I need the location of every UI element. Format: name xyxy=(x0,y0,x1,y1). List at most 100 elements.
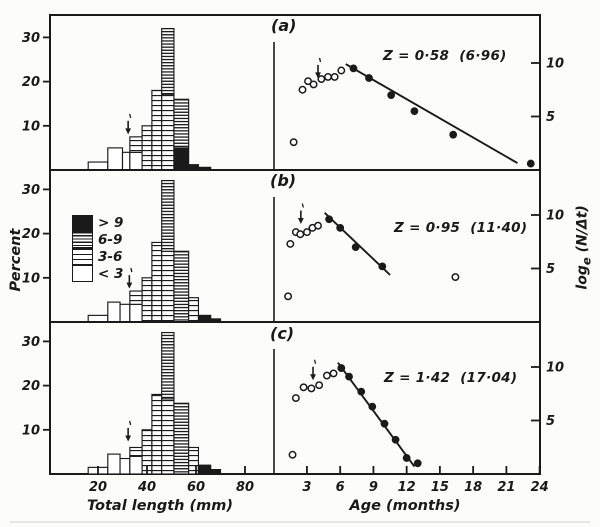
open-point xyxy=(286,239,295,248)
catch-curve-arrow xyxy=(310,359,317,381)
histogram-c xyxy=(87,331,222,475)
hist-bar-segment xyxy=(129,151,143,171)
catch-curve-b xyxy=(284,203,460,301)
y-axis-label-log: loge (N/Δt) xyxy=(575,182,594,312)
legend-label: > 9 xyxy=(98,215,124,231)
open-point xyxy=(314,221,322,230)
hist-bar-segment xyxy=(129,136,143,153)
age-tick-label: 21 xyxy=(497,480,515,495)
percent-tick-label: 20 xyxy=(22,75,40,90)
log-subscript-e: e xyxy=(579,257,594,266)
age-tick-label: 18 xyxy=(464,480,482,495)
log-tick-label: 5 xyxy=(546,414,555,429)
legend-swatch-open xyxy=(72,265,93,283)
log-tick-label: 10 xyxy=(546,361,564,376)
z-annotation-b: Z = 0·95 (11·40) xyxy=(394,220,528,236)
open-point xyxy=(451,273,460,282)
panel-b: 10 20 30 5 10 xyxy=(22,169,564,323)
open-point xyxy=(296,230,305,239)
open-point xyxy=(288,450,297,459)
open-point xyxy=(291,394,300,402)
filled-point xyxy=(325,215,334,224)
filled-point xyxy=(449,130,458,139)
hist-bar-segment xyxy=(173,98,190,149)
filled-point xyxy=(410,107,419,116)
open-point xyxy=(309,80,318,89)
z-annotation-a: Z = 0·58 (6·96) xyxy=(383,48,507,64)
panel-a: 10 20 30 5 10 xyxy=(22,14,564,171)
hist-bar-segment xyxy=(151,241,163,323)
legend-label: 6-9 xyxy=(98,232,123,248)
filled-point xyxy=(336,223,345,232)
bottom-axis-ticks: 20 40 60 80 3 6 9 12 15 18 21 24 xyxy=(89,466,549,495)
filled-point xyxy=(402,454,411,462)
panel-frame xyxy=(49,169,541,323)
age-tick-label: 6 xyxy=(336,480,345,495)
hist-bar-segment xyxy=(107,301,121,323)
log-text: log xyxy=(574,265,591,290)
log-tick-label: 5 xyxy=(546,110,555,125)
percent-tick-label: 30 xyxy=(22,183,40,198)
catch-curve-a xyxy=(289,57,535,168)
age-tick-label: 15 xyxy=(431,480,449,495)
hist-bar-segment xyxy=(173,402,190,475)
open-point xyxy=(324,72,332,81)
open-point xyxy=(317,75,326,84)
histogram-legend: > 9 6-9 3-6 < 3 xyxy=(72,215,123,283)
x-axis-label-age: Age (months) xyxy=(349,498,461,514)
open-point xyxy=(337,66,346,75)
filled-point xyxy=(351,243,360,252)
hist-bar-segment xyxy=(197,464,212,475)
histogram-b xyxy=(87,179,222,323)
hist-bar-segment xyxy=(141,277,153,323)
hist-bar-segment xyxy=(107,147,124,171)
hist-bar-segment xyxy=(151,393,163,475)
open-point xyxy=(307,384,316,393)
percent-ticks: 10 20 30 xyxy=(22,183,50,286)
x-axis-label-total-length: Total length (mm) xyxy=(87,498,233,514)
log-tick-label: 10 xyxy=(546,209,564,224)
filled-point xyxy=(526,159,535,168)
percent-ticks: 10 20 30 xyxy=(22,31,50,134)
filled-point xyxy=(345,372,353,381)
open-point xyxy=(329,369,338,378)
length-tick-label: 40 xyxy=(137,480,156,495)
open-point xyxy=(289,138,298,147)
log-tick-label: 10 xyxy=(546,57,564,72)
histogram-arrow xyxy=(126,267,133,289)
catch-curve-c xyxy=(288,359,422,468)
log-tick-label: 5 xyxy=(546,262,555,277)
log-ticks: 5 10 xyxy=(531,57,564,125)
hist-bar-segment xyxy=(173,147,190,171)
hist-bar-segment xyxy=(121,151,131,171)
hist-bar-segment xyxy=(161,179,175,252)
filled-point xyxy=(380,419,389,428)
panel-label-b: (b) xyxy=(270,171,297,190)
panel-label-c: (c) xyxy=(270,324,295,343)
hist-bar-segment xyxy=(188,297,200,323)
z-annotation-c: Z = 1·42 (17·04) xyxy=(384,370,518,386)
percent-tick-label: 20 xyxy=(22,227,40,242)
hist-bar-segment xyxy=(129,455,143,475)
legend-item: < 3 xyxy=(72,265,124,283)
percent-tick-label: 30 xyxy=(22,31,40,46)
percent-tick-label: 10 xyxy=(22,271,40,286)
hist-bar-segment xyxy=(129,446,143,457)
hist-bar-segment xyxy=(161,250,175,323)
panel-frame xyxy=(49,321,541,475)
hist-bar-segment xyxy=(151,89,163,171)
log-ticks: 5 10 xyxy=(531,361,564,429)
legend-label: < 3 xyxy=(98,266,124,282)
hist-bar-segment xyxy=(129,303,143,323)
filled-point xyxy=(357,387,366,396)
filled-point xyxy=(387,91,396,99)
hist-bar-segment xyxy=(119,457,131,475)
open-point xyxy=(322,371,331,380)
hist-bar-segment xyxy=(161,94,175,171)
open-point xyxy=(304,77,312,86)
catch-curve-arrow xyxy=(297,203,304,224)
filled-point xyxy=(349,64,358,73)
open-point xyxy=(284,292,293,301)
